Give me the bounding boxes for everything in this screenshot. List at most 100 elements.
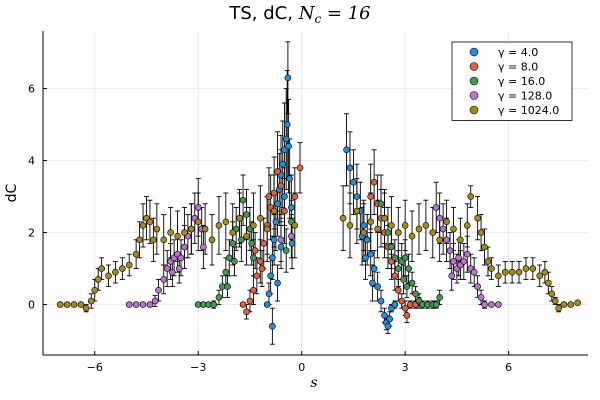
data-point-series-3 <box>222 268 230 276</box>
legend: γ = 4.0 γ = 8.0γ = 16.0 γ = 128.0γ = 1024.… <box>451 41 573 121</box>
data-point-series-1 <box>369 279 376 287</box>
data-point-series-5 <box>257 214 264 222</box>
data-point-series-2 <box>243 308 250 316</box>
data-point-series-5 <box>495 272 502 280</box>
data-point-series-5 <box>105 272 112 280</box>
data-point-series-1 <box>288 204 295 211</box>
data-point-series-5 <box>87 297 95 305</box>
data-point-series-1 <box>282 135 290 143</box>
data-point-series-1 <box>346 164 354 172</box>
data-point-series-2 <box>260 240 268 247</box>
data-point-series-5 <box>394 229 402 236</box>
chart-title: TS, dC, Nc = 16 <box>228 3 370 26</box>
data-point-series-5 <box>353 207 361 215</box>
data-point-series-5 <box>119 265 126 272</box>
data-point-series-3 <box>239 196 247 204</box>
legend-entry-label: γ = 8.0 <box>498 61 538 74</box>
data-point-series-3 <box>210 301 218 308</box>
data-point-series-5 <box>381 214 388 222</box>
data-point-series-5 <box>481 243 488 251</box>
data-point-series-1 <box>391 301 399 308</box>
data-point-series-5 <box>415 225 423 233</box>
data-point-series-3 <box>384 229 392 236</box>
data-point-series-4 <box>169 268 176 276</box>
data-point-series-3 <box>388 243 395 251</box>
data-point-series-5 <box>567 301 575 308</box>
data-point-series-3 <box>224 283 231 290</box>
data-point-series-4 <box>488 301 495 308</box>
data-point-series-5 <box>488 265 495 272</box>
tick-labels: −6 −3 0 3 6 0 2 4 6 <box>28 83 512 374</box>
data-point-series-1 <box>362 254 369 262</box>
data-point-series-3 <box>412 290 419 298</box>
data-point-series-4 <box>474 283 481 290</box>
data-point-series-5 <box>82 304 90 312</box>
data-point-series-1 <box>285 142 292 150</box>
data-point-series-4 <box>439 225 447 233</box>
data-point-series-1 <box>377 297 385 305</box>
data-point-series-2 <box>239 301 247 308</box>
data-point-series-5 <box>194 218 202 226</box>
data-point-series-5 <box>346 222 354 229</box>
data-point-series-5 <box>136 236 143 244</box>
data-point-series-1 <box>288 240 296 247</box>
y-axis-label: dC <box>4 183 20 202</box>
x-tick-label: −6 <box>87 361 103 374</box>
data-point-series-4 <box>177 254 185 262</box>
data-point-series-5 <box>536 272 544 280</box>
data-point-series-3 <box>408 279 416 287</box>
data-point-series-3 <box>231 258 238 265</box>
data-point-series-4 <box>470 268 478 276</box>
data-point-series-1 <box>265 290 273 298</box>
y-tick-label: 2 <box>28 227 35 240</box>
data-point-series-4 <box>288 232 295 240</box>
data-point-series-2 <box>251 247 259 254</box>
data-point-series-2 <box>250 286 257 294</box>
data-point-series-3 <box>225 254 233 262</box>
data-point-series-4 <box>163 265 171 272</box>
data-point-series-5 <box>236 214 243 222</box>
data-point-series-4 <box>139 301 147 308</box>
data-point-series-5 <box>243 232 250 240</box>
x-axis-label: s <box>310 375 317 391</box>
data-point-series-4 <box>446 247 454 254</box>
data-point-series-4 <box>146 301 154 308</box>
data-point-series-4 <box>477 294 485 301</box>
data-point-series-5 <box>263 225 271 233</box>
data-point-series-3 <box>243 211 250 218</box>
data-point-series-1 <box>384 322 392 330</box>
data-point-series-4 <box>194 204 202 211</box>
data-point-series-5 <box>132 250 140 258</box>
data-point-series-5 <box>551 297 559 305</box>
data-point-series-4 <box>200 243 207 251</box>
data-point-series-3 <box>436 294 443 301</box>
data-point-series-2 <box>370 178 378 186</box>
data-point-series-5 <box>374 225 381 233</box>
data-point-series-5 <box>339 214 347 222</box>
legend-entry-label: γ = 16.0 <box>498 75 545 88</box>
data-point-series-5 <box>291 222 299 229</box>
data-point-series-1 <box>370 265 378 272</box>
x-tick-label: −3 <box>190 361 206 374</box>
data-point-series-5 <box>457 236 464 244</box>
data-point-series-2 <box>394 286 402 294</box>
data-point-series-1 <box>286 175 293 182</box>
data-point-series-4 <box>155 286 162 294</box>
data-point-series-1 <box>279 160 287 168</box>
data-point-series-5 <box>541 268 549 276</box>
data-point-series-3 <box>238 236 245 244</box>
data-point-series-3 <box>401 254 409 262</box>
data-point-series-5 <box>139 222 147 229</box>
data-point-series-1 <box>267 272 274 280</box>
chart-title-text: TS, dC, <box>228 3 298 24</box>
data-point-series-3 <box>403 283 411 290</box>
data-point-series-5 <box>150 236 157 244</box>
data-point-series-3 <box>248 240 255 247</box>
data-point-series-1 <box>386 315 393 323</box>
data-point-series-1 <box>274 279 281 287</box>
data-point-series-3 <box>391 254 399 262</box>
chart-title-symbol: N <box>298 3 316 24</box>
data-point-series-2 <box>281 207 288 215</box>
data-point-series-1 <box>283 121 291 128</box>
data-point-series-5 <box>408 232 416 240</box>
